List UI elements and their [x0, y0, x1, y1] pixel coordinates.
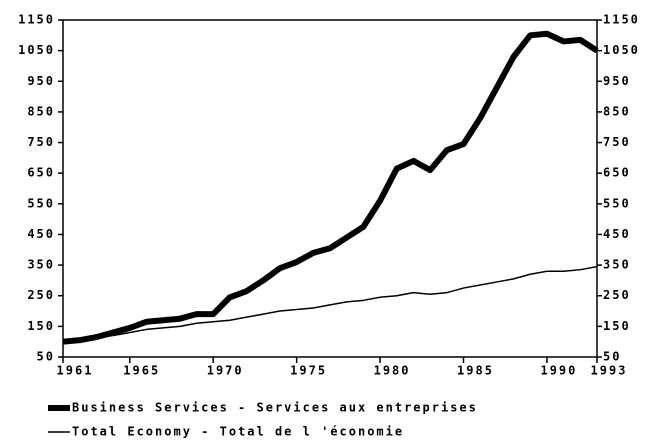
- y2-tick-label: 50: [603, 350, 621, 364]
- y-tick-label: 350: [27, 258, 55, 272]
- y2-tick-label: 250: [603, 288, 631, 302]
- x-tick-label: 1990: [540, 364, 577, 378]
- y-tick-label: 550: [27, 196, 55, 210]
- y2-tick-label: 1150: [603, 13, 640, 27]
- y2-tick-label: 750: [603, 135, 631, 149]
- legend-label: Total Economy - Total de l 'économie: [72, 425, 404, 439]
- y2-tick-label: 650: [603, 166, 631, 180]
- y-tick-label: 50: [37, 350, 55, 364]
- series-line: [62, 265, 598, 343]
- y-tick-label: 850: [27, 104, 55, 118]
- x-tick-label: 1985: [457, 364, 494, 378]
- x-tick-label: 1980: [374, 364, 411, 378]
- legend-label: Business Services - Services aux entrepr…: [72, 401, 478, 415]
- y-tick-label: 1050: [18, 43, 55, 57]
- x-tick-label: 1993: [591, 364, 628, 378]
- y2-tick-label: 150: [603, 319, 631, 333]
- y-tick-label: 950: [27, 74, 55, 88]
- y-tick-label: 150: [27, 319, 55, 333]
- x-tick-label: 1965: [123, 364, 160, 378]
- x-tick-label: 1961: [57, 364, 94, 378]
- y2-tick-label: 1050: [603, 43, 640, 57]
- series-line: [62, 30, 599, 345]
- y-tick-label: 650: [27, 166, 55, 180]
- plot-frame: [62, 19, 598, 358]
- x-tick-label: 1970: [207, 364, 244, 378]
- x-tick-label: 1975: [290, 364, 327, 378]
- y-tick-label: 750: [27, 135, 55, 149]
- y2-tick-label: 350: [603, 258, 631, 272]
- y-tick-label: 1150: [18, 13, 55, 27]
- y-tick-label: 450: [27, 227, 55, 241]
- y2-tick-label: 550: [603, 196, 631, 210]
- y-tick-label: 250: [27, 288, 55, 302]
- y2-tick-label: 850: [603, 104, 631, 118]
- y2-tick-label: 950: [603, 74, 631, 88]
- y2-tick-label: 450: [603, 227, 631, 241]
